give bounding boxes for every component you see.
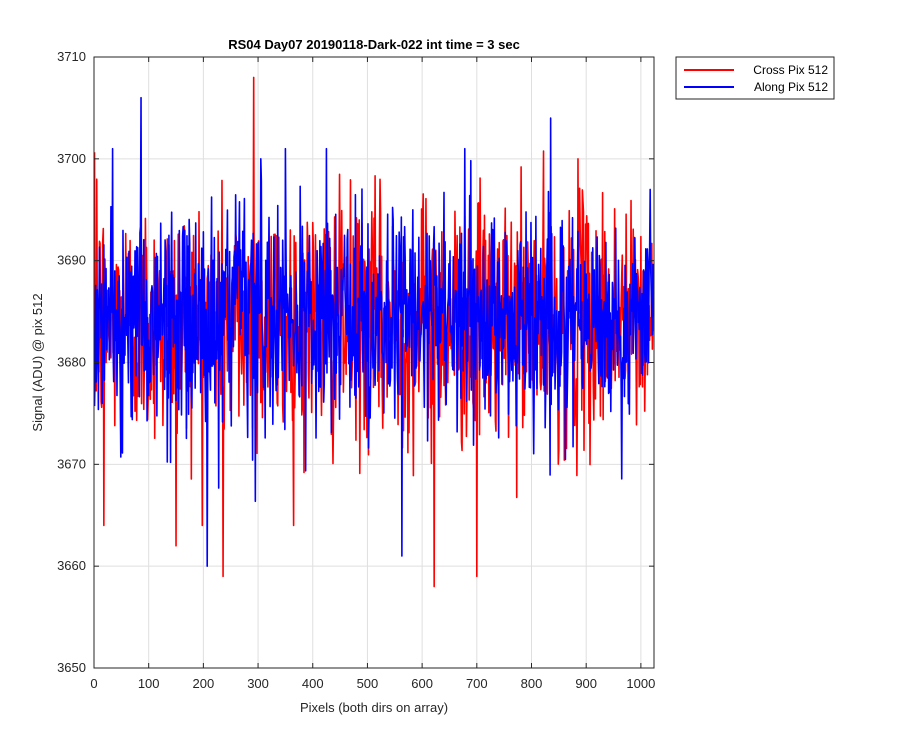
x-tick-label: 0 (90, 676, 97, 691)
x-tick-label: 900 (575, 676, 597, 691)
x-tick-label: 400 (302, 676, 324, 691)
series-line-along-pix-512 (94, 96, 654, 567)
y-tick-label: 3680 (57, 355, 86, 370)
x-tick-label: 600 (411, 676, 433, 691)
y-tick-label: 3710 (57, 49, 86, 64)
y-tick-label: 3650 (57, 660, 86, 675)
x-tick-label: 1000 (626, 676, 655, 691)
x-tick-label: 300 (247, 676, 269, 691)
x-tick-label: 800 (521, 676, 543, 691)
series-layer (94, 76, 654, 588)
y-axis-label: Signal (ADU) @ pix 512 (30, 293, 45, 431)
y-tick-label: 3690 (57, 253, 86, 268)
legend-label: Cross Pix 512 (753, 63, 828, 77)
legend: Cross Pix 512 Along Pix 512 (675, 56, 835, 100)
chart-title: RS04 Day07 20190118-Dark-022 int time = … (228, 37, 520, 52)
x-tick-label: 500 (357, 676, 379, 691)
x-tick-label: 700 (466, 676, 488, 691)
ticks: 0 100 200 300 400 500 600 700 800 900 1000 3650 3660… (57, 49, 655, 691)
y-tick-label: 3660 (57, 558, 86, 573)
x-axis-label: Pixels (both dirs on array) (300, 700, 448, 715)
legend-box (675, 56, 835, 100)
x-tick-label: 200 (193, 676, 215, 691)
y-tick-label: 3670 (57, 456, 86, 471)
y-tick-label: 3700 (57, 151, 86, 166)
legend-label: Along Pix 512 (754, 80, 828, 94)
x-tick-label: 100 (138, 676, 160, 691)
